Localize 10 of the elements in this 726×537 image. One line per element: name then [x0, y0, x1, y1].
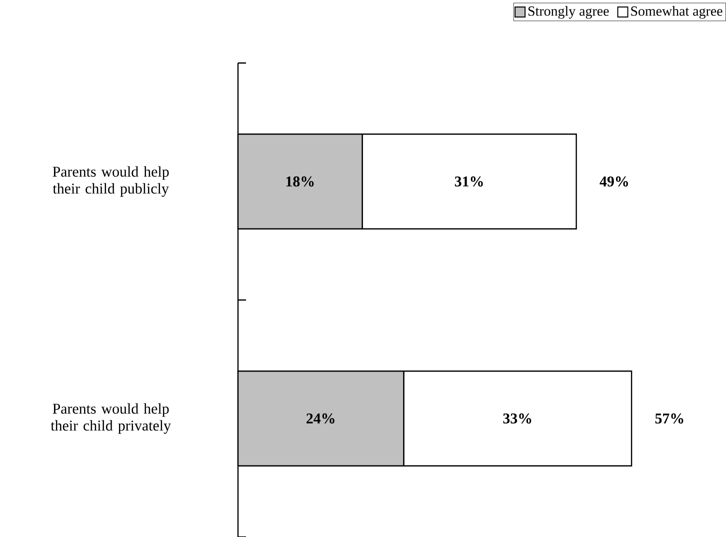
total-label: 57% [655, 413, 684, 424]
legend-label: Strongly agree [528, 6, 609, 19]
data-label: 24% [306, 413, 334, 424]
total-label: 49% [600, 176, 628, 187]
data-label: 33% [503, 413, 532, 424]
y-tick-label: Parents would help their child privately [50, 403, 171, 434]
legend-label: Somewhat agree [631, 6, 722, 19]
data-label: 18% [286, 176, 314, 187]
data-label: 31% [454, 176, 483, 187]
y-tick-label: Parents would help their child publicly [52, 166, 169, 197]
